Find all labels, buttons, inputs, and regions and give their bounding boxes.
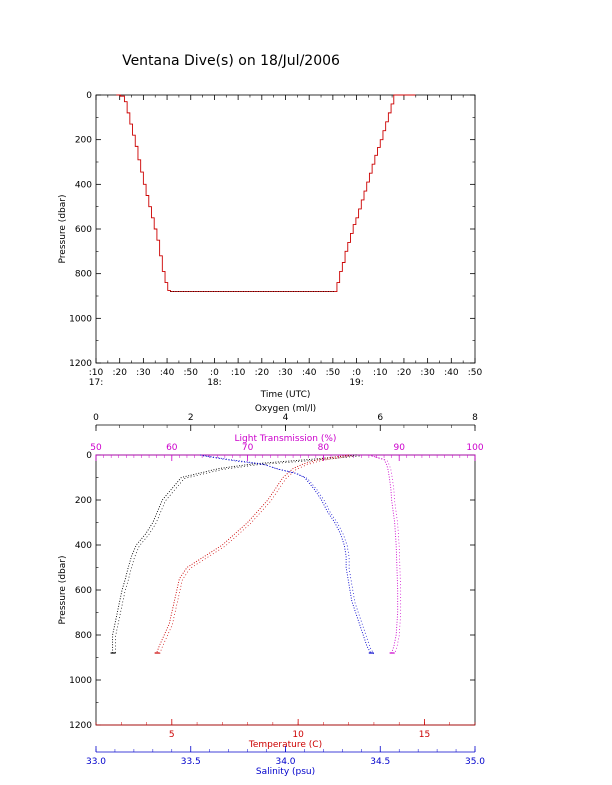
light-tick-label: 60	[166, 443, 178, 453]
x-tick-label: :0	[352, 368, 361, 378]
salinity-profile	[200, 454, 375, 655]
y-tick-label: 800	[75, 631, 92, 641]
x-tick-label: :20	[255, 368, 270, 378]
y-tick-label: 600	[75, 225, 92, 235]
x-tick-label: :30	[136, 368, 151, 378]
x-tick-label: :20	[112, 368, 127, 378]
salinity-tick-label: 33.0	[86, 757, 106, 767]
x-tick-label: :30	[278, 368, 293, 378]
x-tick-label: :30	[420, 368, 435, 378]
y-tick-label: 200	[75, 136, 92, 146]
x-tick-label: :40	[302, 368, 317, 378]
pressure-axis-label-2: Pressure (dbar)	[58, 556, 68, 625]
y-tick-label: 1200	[69, 359, 92, 369]
pressure-axis-label: Pressure (dbar)	[58, 195, 68, 264]
oxygen-profile	[110, 454, 360, 654]
temperature-axis: 5 10 15 Temperature (C)	[95, 719, 476, 750]
temperature-trace-upcast	[159, 455, 352, 655]
light-tick-label: 90	[393, 443, 405, 453]
light-profile	[368, 454, 402, 655]
y-tick-label: 200	[75, 496, 92, 506]
x-tick-label: :10	[89, 368, 104, 378]
x-tick-label: :0	[210, 368, 219, 378]
salinity-tick-label: 34.5	[370, 757, 390, 767]
y-tick-label: 1000	[69, 676, 92, 686]
temperature-tick-label: 10	[292, 730, 304, 740]
y-tick-label: 800	[75, 270, 92, 280]
x-tick-label: :40	[444, 368, 459, 378]
salinity-tick-label: 34.0	[275, 757, 295, 767]
temperature-profile	[154, 454, 352, 655]
figure-title: Ventana Dive(s) on 18/Jul/2006	[122, 53, 340, 69]
salinity-axis: 33.0 33.5 34.0 34.5 35.0 Salinity (psu)	[86, 746, 485, 777]
oxygen-tick-label: 2	[188, 413, 194, 423]
y-tick-label: 0	[86, 91, 92, 101]
oxygen-axis: 0 2 4 6 8 Oxygen (ml/l)	[93, 404, 478, 431]
temperature-tick-label: 5	[169, 730, 175, 740]
temperature-trace	[156, 454, 349, 654]
salinity-axis-label: Salinity (psu)	[256, 767, 315, 777]
x-tick-label: :10	[373, 368, 388, 378]
y-tick-label: 0	[86, 451, 92, 461]
temperature-tick-label: 15	[419, 730, 430, 740]
salinity-trace	[200, 454, 372, 654]
x-hour-label: 17:	[89, 378, 103, 388]
oxygen-tick-label: 0	[93, 413, 99, 423]
oxygen-tick-label: 8	[472, 413, 478, 423]
light-trace-upcast	[371, 455, 402, 655]
y-tick-label: 1000	[69, 314, 92, 324]
y-tick-label: 600	[75, 586, 92, 596]
x-tick-label: :40	[160, 368, 175, 378]
x-hour-label: 19:	[349, 378, 363, 388]
y-tick-label: 1200	[69, 721, 92, 731]
light-tick-label: 50	[90, 443, 102, 453]
x-hour-label: 18:	[207, 378, 221, 388]
dive-profile-plot: Time (UTC) Pressure (dbar) 0 200 400 600 800…	[58, 91, 483, 400]
time-axis-label: Time (UTC)	[260, 390, 311, 400]
y-tick-label: 400	[75, 180, 92, 190]
oxygen-tick-label: 6	[377, 413, 383, 423]
dive-plot-frame	[95, 94, 476, 364]
x-tick-label: :50	[468, 368, 483, 378]
property-profile-plot: Pressure (dbar) 0 200 400 600 800 1000 1200 0 2 4…	[58, 404, 485, 777]
oxygen-axis-label: Oxygen (ml/l)	[255, 404, 316, 414]
dive-pressure-trace	[116, 94, 416, 292]
light-axis: 50 60 70 80 90 100 Light Transmission (%)	[90, 434, 484, 461]
temperature-axis-label: Temperature (C)	[248, 740, 322, 750]
salinity-trace-upcast	[203, 455, 375, 655]
x-tick-label: :10	[231, 368, 246, 378]
oxygen-trace	[112, 454, 357, 653]
light-tick-label: 80	[318, 443, 330, 453]
salinity-tick-label: 33.5	[181, 757, 201, 767]
y-tick-label: 400	[75, 541, 92, 551]
x-tick-label: :50	[184, 368, 199, 378]
x-tick-label: :50	[326, 368, 341, 378]
light-axis-label: Light Transmission (%)	[235, 434, 337, 444]
oxygen-tick-label: 4	[283, 413, 289, 423]
light-trace	[368, 454, 399, 654]
light-tick-label: 100	[466, 443, 483, 453]
profile-plot-frame	[95, 454, 476, 726]
salinity-tick-label: 35.0	[465, 757, 485, 767]
x-tick-label: :20	[397, 368, 412, 378]
light-tick-label: 70	[242, 443, 254, 453]
oxygen-trace-upcast	[115, 455, 360, 654]
